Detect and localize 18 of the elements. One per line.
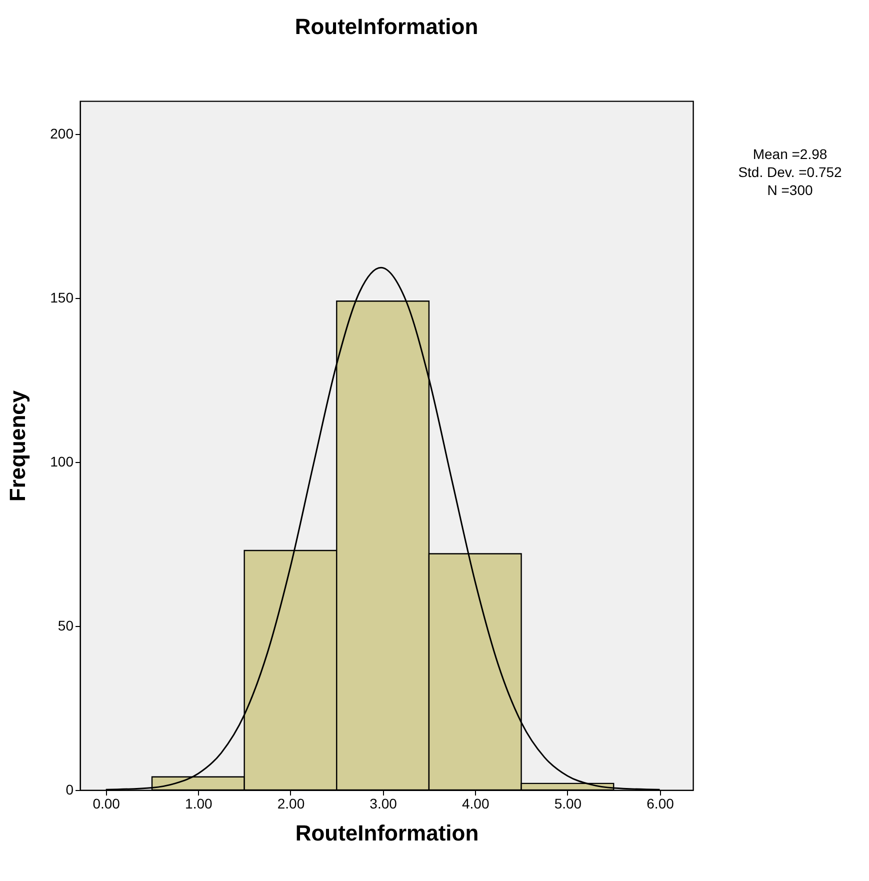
text: Mean =2.98 xyxy=(752,146,828,162)
x-axis-title: RouteInformation xyxy=(295,820,479,846)
chart-title: RouteInformation xyxy=(294,14,478,39)
x-tick-label: 1.00 xyxy=(185,796,213,812)
y-tick-label: 100 xyxy=(50,453,74,470)
x-tick-label: 6.00 xyxy=(646,796,674,812)
y-tick-label: 0 xyxy=(66,782,74,798)
x-tick-label: 2.00 xyxy=(277,796,305,812)
y-tick-label: 150 xyxy=(50,289,74,306)
x-tick-label: 4.00 xyxy=(462,796,490,812)
text: N =300 xyxy=(767,182,813,198)
x-tick-label: 3.00 xyxy=(370,796,398,812)
y-tick-label: 50 xyxy=(58,617,74,634)
y-axis-title: Frequency xyxy=(5,390,30,502)
x-tick-label: 0.00 xyxy=(92,796,120,812)
y-tick-label: 200 xyxy=(50,125,74,142)
x-tick-label: 5.00 xyxy=(554,796,582,812)
text: Std. Dev. =0.752 xyxy=(738,164,842,180)
